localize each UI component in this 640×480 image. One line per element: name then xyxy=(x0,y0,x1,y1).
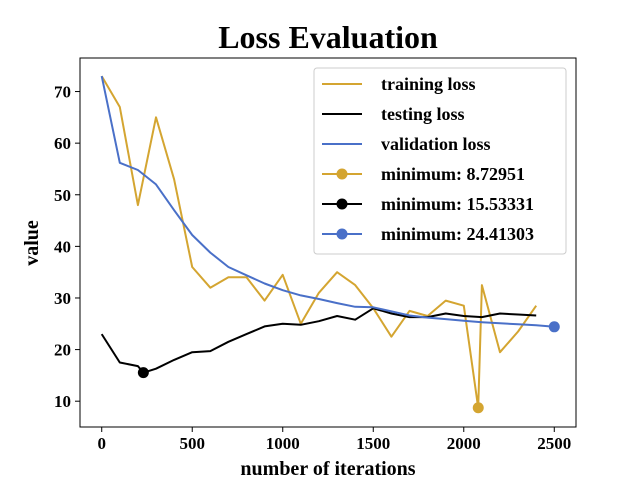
x-tick-label: 1500 xyxy=(356,434,390,453)
legend-entry-training-loss: training loss xyxy=(322,74,476,94)
legend-label: training loss xyxy=(381,74,476,94)
legend-entry-validation-loss: validation loss xyxy=(322,134,491,154)
y-axis: 10 20 30 40 50 60 70 xyxy=(54,83,80,411)
minimum-markers xyxy=(137,321,560,414)
legend-entry-minimum-24-41303: minimum: 24.41303 xyxy=(322,224,534,244)
legend-label: minimum: 24.41303 xyxy=(381,224,534,244)
legend-marker xyxy=(336,168,348,180)
legend-label: minimum: 15.53331 xyxy=(381,194,534,214)
y-tick-label: 40 xyxy=(54,237,71,256)
validation-loss-line xyxy=(100,75,555,328)
legend-entry-minimum-15-53331: minimum: 15.53331 xyxy=(322,194,534,214)
y-tick-label: 20 xyxy=(54,341,71,360)
x-tick-label: 500 xyxy=(179,434,205,453)
legend-label: minimum: 8.72951 xyxy=(381,164,525,184)
y-axis-label: value xyxy=(21,220,43,266)
chart-title: Loss Evaluation xyxy=(218,19,438,55)
legend: training loss testing loss validation loss… xyxy=(313,67,567,255)
x-tick-label: 1000 xyxy=(266,434,300,453)
legend-marker xyxy=(336,198,348,210)
minimum-marker-2 xyxy=(137,367,149,379)
y-tick-label: 70 xyxy=(54,83,71,102)
series-lines xyxy=(100,75,555,409)
y-tick-label: 50 xyxy=(54,186,71,205)
legend-marker xyxy=(336,228,348,240)
training-loss-line xyxy=(100,75,538,409)
testing-loss-line xyxy=(100,307,537,374)
legend-entry-minimum-8-72951: minimum: 8.72951 xyxy=(322,164,525,184)
x-axis: 0 500 1000 1500 2000 2500 xyxy=(97,427,571,453)
y-tick-label: 10 xyxy=(54,392,71,411)
x-tick-label: 2000 xyxy=(447,434,481,453)
minimum-marker-1 xyxy=(472,402,484,414)
x-tick-label: 2500 xyxy=(537,434,571,453)
plot-area-frame xyxy=(79,57,577,428)
legend-box xyxy=(313,67,567,255)
x-axis-label: number of iterations xyxy=(240,458,415,480)
y-tick-label: 30 xyxy=(54,289,71,308)
y-tick-label: 60 xyxy=(54,134,71,153)
legend-label: testing loss xyxy=(381,104,465,124)
legend-label: validation loss xyxy=(381,134,491,154)
minimum-marker-3 xyxy=(548,321,560,333)
legend-entry-testing-loss: testing loss xyxy=(322,104,465,124)
x-tick-label: 0 xyxy=(97,434,106,453)
